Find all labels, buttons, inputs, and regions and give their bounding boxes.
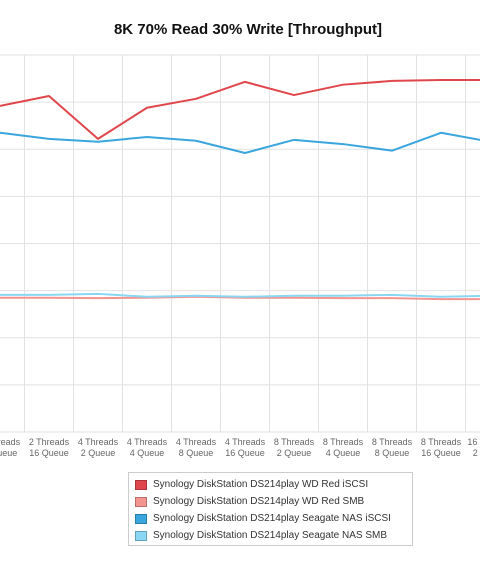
- series-line: [0, 292, 480, 298]
- legend-item: Synology DiskStation DS214play WD Red iS…: [135, 476, 406, 493]
- x-tick-label: 4 Threads 16 Queue: [224, 437, 266, 458]
- legend-item: Synology DiskStation DS214play Seagate N…: [135, 510, 406, 527]
- x-tick-label: 4 Threads 8 Queue: [175, 437, 217, 458]
- legend-item: Synology DiskStation DS214play WD Red SM…: [135, 493, 406, 510]
- legend-swatch: [135, 479, 147, 490]
- legend-label: Synology DiskStation DS214play WD Red iS…: [153, 479, 369, 490]
- x-tick-label: 8 Threads 4 Queue: [322, 437, 364, 458]
- series-line: [0, 78, 480, 140]
- series-line: [0, 131, 480, 155]
- legend-swatch: [135, 513, 147, 524]
- x-tick-label: 8 Threads 16 Queue: [420, 437, 462, 458]
- x-tick-label: 4 Threads 4 Queue: [126, 437, 168, 458]
- legend: Synology DiskStation DS214play WD Red iS…: [128, 472, 413, 546]
- chart-title: 8K 70% Read 30% Write [Throughput]: [114, 21, 382, 38]
- legend-swatch: [135, 496, 147, 507]
- x-tick-label: 2 Threads 8 Queue: [0, 437, 21, 458]
- x-tick-label: 8 Threads 8 Queue: [371, 437, 413, 458]
- x-tick-label: 2 Threads 16 Queue: [28, 437, 70, 458]
- x-tick-label: 4 Threads 2 Queue: [77, 437, 119, 458]
- legend-label: Synology DiskStation DS214play Seagate N…: [153, 530, 388, 541]
- x-tick-label: 8 Threads 2 Queue: [273, 437, 315, 458]
- legend-label: Synology DiskStation DS214play WD Red SM…: [153, 496, 365, 507]
- legend-item: Synology DiskStation DS214play Seagate N…: [135, 527, 406, 544]
- legend-swatch: [135, 530, 147, 541]
- legend-label: Synology DiskStation DS214play Seagate N…: [153, 513, 391, 524]
- x-tick-label: 16 Threads 2 Queue: [467, 437, 480, 458]
